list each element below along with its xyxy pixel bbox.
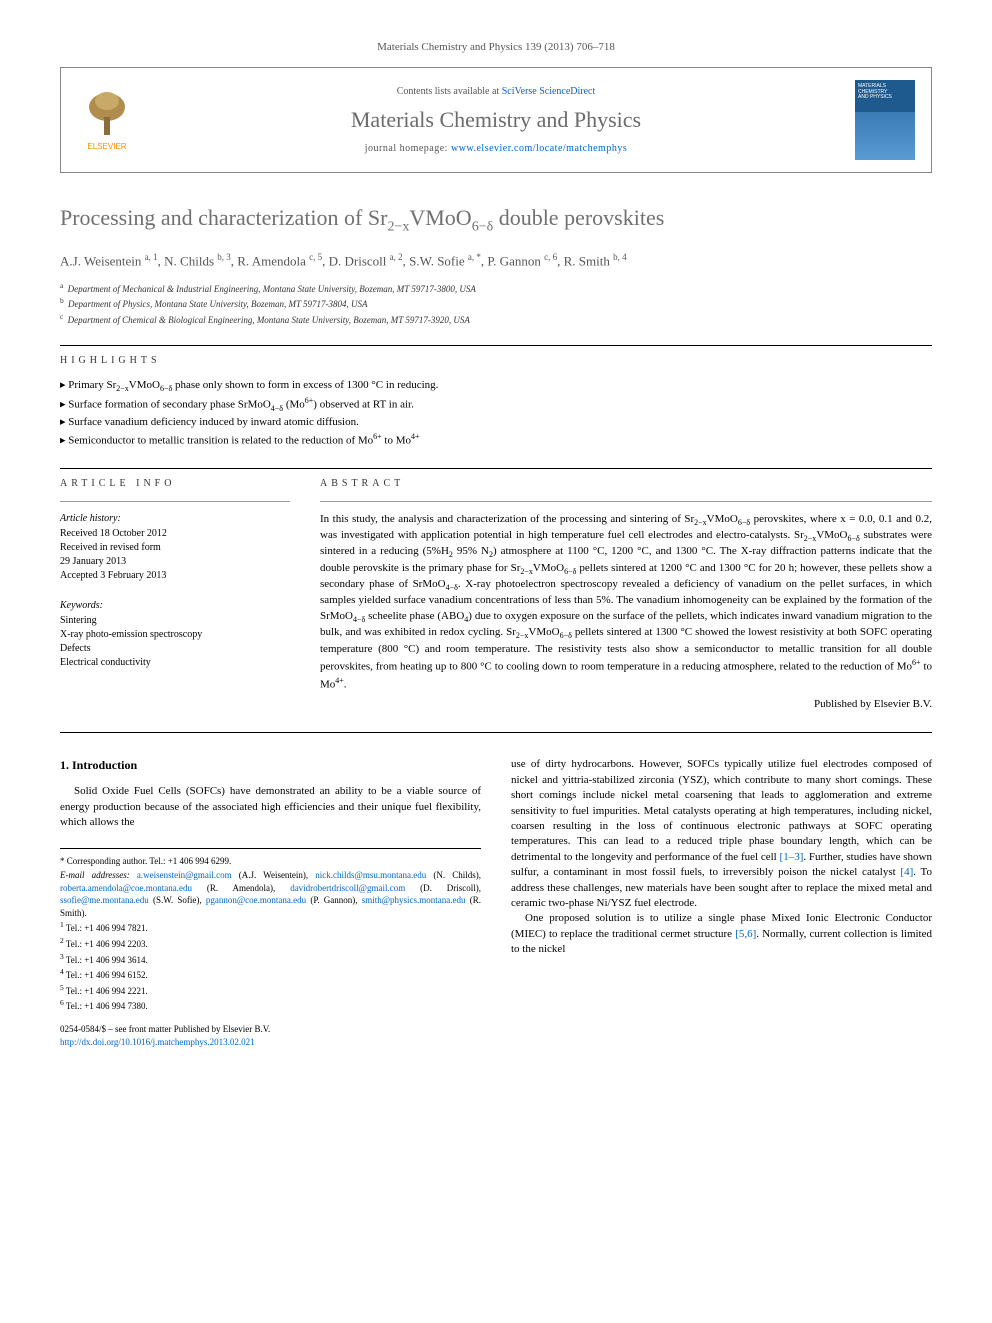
journal-header: ELSEVIER Contents lists available at Sci… (60, 67, 932, 173)
footnotes: * Corresponding author. Tel.: +1 406 994… (60, 848, 481, 1013)
keyword-item: Defects (60, 642, 290, 656)
email-link[interactable]: pgannon@coe.montana.edu (206, 895, 306, 905)
history-line: Accepted 3 February 2013 (60, 569, 290, 583)
sciencedirect-link[interactable]: SciVerse ScienceDirect (502, 86, 596, 97)
article-title: Processing and characterization of Sr2−x… (60, 203, 932, 237)
homepage-link[interactable]: www.elsevier.com/locate/matchemphys (451, 143, 627, 154)
tel-footnote: 1 Tel.: +1 406 994 7821. (60, 920, 481, 935)
email-link[interactable]: smith@physics.montana.edu (362, 895, 466, 905)
tel-footnote: 5 Tel.: +1 406 994 2221. (60, 983, 481, 998)
email-link[interactable]: ssofie@me.montana.edu (60, 895, 149, 905)
corresponding-author: * Corresponding author. Tel.: +1 406 994… (60, 855, 481, 868)
ref-link[interactable]: [1–3] (780, 851, 804, 863)
article-history: Article history: Received 18 October 201… (60, 512, 290, 583)
section-heading: 1. Introduction (60, 757, 481, 774)
highlight-item: ▸ Semiconductor to metallic transition i… (60, 431, 932, 449)
affiliation-line: a Department of Mechanical & Industrial … (60, 281, 932, 296)
divider (60, 345, 932, 346)
body-paragraph: Solid Oxide Fuel Cells (SOFCs) have demo… (60, 784, 481, 830)
journal-name: Materials Chemistry and Physics (153, 105, 839, 136)
history-line: Received 18 October 2012 (60, 527, 290, 541)
authors-list: A.J. Weisentein a, 1, N. Childs b, 3, R.… (60, 251, 932, 271)
journal-reference: Materials Chemistry and Physics 139 (201… (60, 40, 932, 55)
affiliation-line: c Department of Chemical & Biological En… (60, 312, 932, 327)
keyword-item: X-ray photo-emission spectroscopy (60, 628, 290, 642)
highlight-item: ▸ Primary Sr2−xVMoO6−δ phase only shown … (60, 378, 932, 394)
divider (60, 732, 932, 733)
tel-footnote: 6 Tel.: +1 406 994 7380. (60, 998, 481, 1013)
keywords: Keywords: SinteringX-ray photo-emission … (60, 599, 290, 670)
contents-line: Contents lists available at SciVerse Sci… (153, 85, 839, 99)
keyword-item: Electrical conductivity (60, 656, 290, 670)
body-paragraph: use of dirty hydrocarbons. However, SOFC… (511, 757, 932, 911)
abstract-text: In this study, the analysis and characte… (320, 512, 932, 694)
history-line: Received in revised form (60, 541, 290, 555)
highlights-list: ▸ Primary Sr2−xVMoO6−δ phase only shown … (60, 378, 932, 450)
ref-link[interactable]: [4] (900, 866, 913, 878)
email-link[interactable]: davidrobertdriscoll@gmail.com (290, 883, 405, 893)
tel-footnote: 2 Tel.: +1 406 994 2203. (60, 936, 481, 951)
tel-footnote: 4 Tel.: +1 406 994 6152. (60, 967, 481, 982)
tel-footnote: 3 Tel.: +1 406 994 3614. (60, 952, 481, 967)
affiliation-line: b Department of Physics, Montana State U… (60, 296, 932, 311)
published-by: Published by Elsevier B.V. (320, 697, 932, 712)
homepage-line: journal homepage: www.elsevier.com/locat… (153, 142, 839, 156)
journal-cover-thumb (855, 80, 915, 160)
elsevier-label: ELSEVIER (87, 141, 126, 152)
copyright-footer: 0254-0584/$ – see front matter Published… (60, 1023, 481, 1048)
history-line: 29 January 2013 (60, 555, 290, 569)
doi-link[interactable]: http://dx.doi.org/10.1016/j.matchemphys.… (60, 1037, 255, 1047)
affiliations: a Department of Mechanical & Industrial … (60, 281, 932, 327)
email-link[interactable]: nick.childs@msu.montana.edu (315, 870, 426, 880)
divider (320, 501, 932, 502)
divider (60, 468, 932, 469)
divider (60, 501, 290, 502)
ref-link[interactable]: [5,6] (735, 928, 756, 940)
email-link[interactable]: roberta.amendola@coe.montana.edu (60, 883, 192, 893)
email-link[interactable]: a.weisenstein@gmail.com (137, 870, 232, 880)
keyword-item: Sintering (60, 614, 290, 628)
highlights-label: HIGHLIGHTS (60, 354, 932, 368)
elsevier-logo: ELSEVIER (77, 85, 137, 155)
article-info-label: ARTICLE INFO (60, 477, 290, 491)
highlight-item: ▸ Surface vanadium deficiency induced by… (60, 415, 932, 430)
abstract-label: ABSTRACT (320, 477, 932, 491)
body-paragraph: One proposed solution is to utilize a si… (511, 911, 932, 957)
email-addresses: E-mail addresses: a.weisenstein@gmail.co… (60, 869, 481, 919)
highlight-item: ▸ Surface formation of secondary phase S… (60, 395, 932, 414)
